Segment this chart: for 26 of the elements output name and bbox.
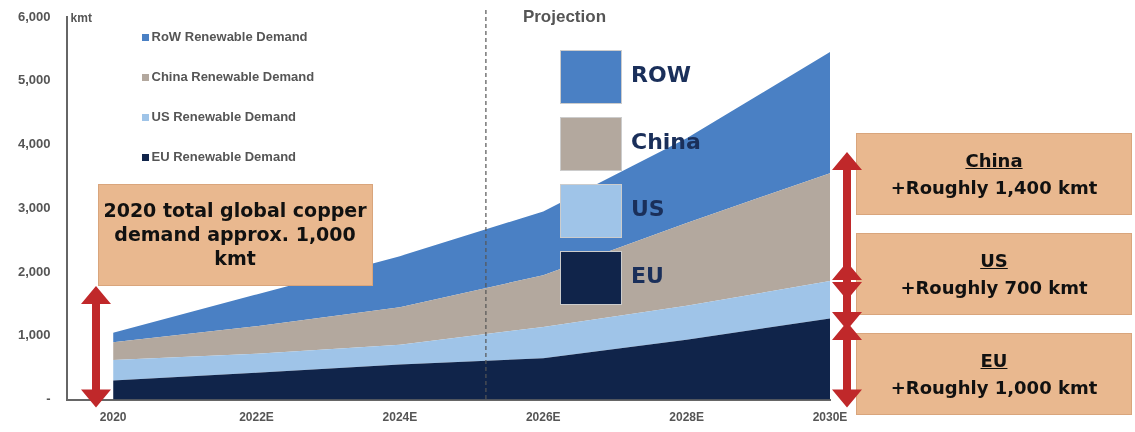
legend-label: US Renewable Demand [150,109,298,126]
x-tick-label: 2028E [669,410,704,425]
legend-label: China Renewable Demand [150,69,315,86]
y-tick-label: - [46,391,51,407]
y-tick-label: 1,000 [17,327,51,343]
text: US +Roughly 700 kmt [899,249,1089,300]
annotation: EU [631,263,664,288]
text: China +Roughly 1,400 kmt [889,149,1099,200]
legend-label: RoW Renewable Demand [150,29,309,46]
y-tick-label: 5,000 [17,72,51,88]
ref-line-label: Projection [522,7,607,27]
y-tick-label: 2,000 [17,263,51,279]
legend-label: EU Renewable Demand [150,149,298,166]
annotation: 2020 total global copper demand approx. 1,000 kmt [97,184,373,286]
x-tick-label: 2020 [99,410,127,425]
x-tick-label: 2022E [239,410,274,425]
annotation: ROW [631,62,691,87]
y-tick-label: 3,000 [17,199,51,215]
y-axis-title: kmt [70,11,92,25]
text: EU +Roughly 1,000 kmt [889,349,1099,400]
x-tick-label: 2026E [525,410,561,425]
y-tick-label: 6,000 [17,8,51,24]
x-tick-label: 2030E [812,410,848,425]
annotation: US [631,196,665,221]
y-tick-label: 4,000 [17,136,51,152]
x-tick-label: 2024E [382,410,418,425]
